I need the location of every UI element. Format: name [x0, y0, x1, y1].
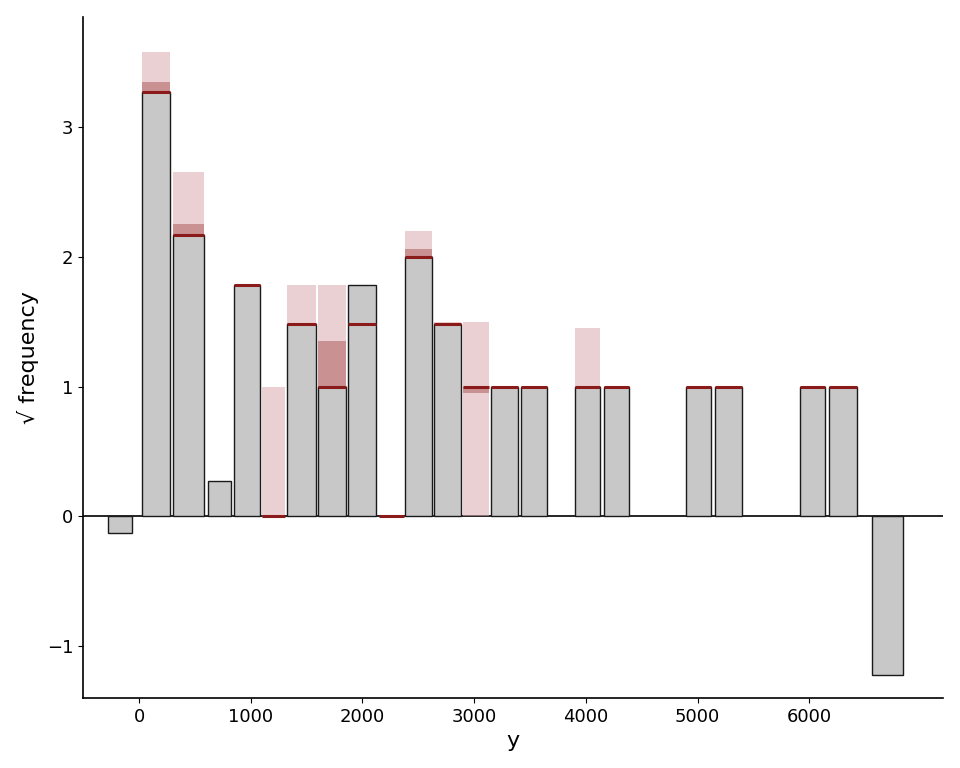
- Bar: [604, 386, 630, 516]
- Bar: [521, 386, 547, 516]
- Bar: [318, 286, 346, 386]
- Bar: [872, 516, 903, 675]
- Bar: [318, 341, 346, 386]
- Bar: [234, 386, 260, 516]
- Bar: [234, 286, 260, 516]
- Y-axis label: √ frequency: √ frequency: [16, 291, 38, 424]
- Bar: [575, 328, 600, 516]
- Bar: [463, 386, 489, 393]
- Bar: [142, 92, 170, 516]
- Bar: [173, 172, 204, 260]
- Bar: [142, 51, 170, 92]
- Bar: [521, 386, 547, 516]
- Bar: [434, 322, 461, 516]
- Bar: [491, 393, 517, 516]
- Bar: [715, 386, 742, 516]
- Bar: [686, 386, 711, 516]
- Bar: [801, 386, 825, 516]
- Bar: [686, 386, 711, 393]
- Bar: [715, 386, 742, 393]
- Bar: [575, 386, 600, 393]
- Bar: [434, 324, 461, 516]
- Bar: [463, 322, 489, 516]
- Bar: [521, 386, 547, 393]
- Bar: [286, 286, 316, 399]
- Bar: [262, 386, 285, 516]
- X-axis label: y: y: [507, 731, 520, 751]
- Bar: [491, 386, 517, 516]
- Bar: [173, 235, 204, 516]
- Bar: [405, 257, 432, 516]
- Bar: [434, 324, 461, 386]
- Bar: [286, 324, 316, 516]
- Bar: [234, 286, 260, 386]
- Bar: [108, 516, 132, 533]
- Bar: [829, 386, 857, 516]
- Bar: [173, 224, 204, 235]
- Bar: [801, 386, 825, 393]
- Bar: [715, 386, 742, 516]
- Bar: [604, 386, 630, 516]
- Bar: [829, 386, 857, 516]
- Bar: [348, 341, 376, 516]
- Bar: [405, 249, 432, 257]
- Bar: [142, 81, 170, 92]
- Bar: [208, 482, 230, 516]
- Bar: [575, 386, 600, 516]
- Bar: [491, 386, 517, 393]
- Bar: [405, 231, 432, 335]
- Bar: [318, 386, 346, 516]
- Bar: [801, 386, 825, 516]
- Bar: [348, 286, 376, 516]
- Bar: [604, 386, 630, 393]
- Bar: [286, 324, 316, 341]
- Bar: [348, 324, 376, 341]
- Bar: [686, 386, 711, 516]
- Bar: [829, 386, 857, 516]
